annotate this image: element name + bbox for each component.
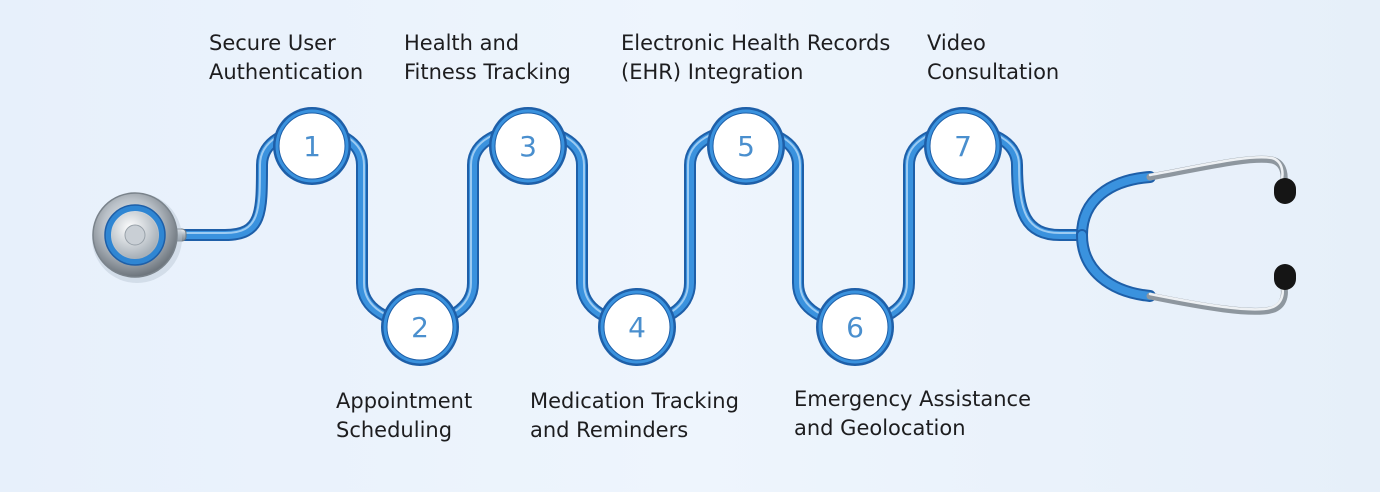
label-step-5: Electronic Health Records (EHR) Integrat… [621,29,890,87]
label-step-4: Medication Tracking and Reminders [530,387,739,445]
binaural-lower-shine [1148,282,1284,311]
label-step-7-line2: Consultation [927,60,1060,84]
label-step-5-line1: Electronic Health Records [621,31,891,55]
step-marker-1: 1 [273,107,351,185]
label-step-7: Video Consultation [927,29,1059,87]
step-number-2: 2 [411,311,429,344]
step-marker-face [494,112,562,180]
step-marker-face [929,112,997,180]
ear-tube-lower-body [1078,231,1154,300]
step-marker-4: 4 [598,288,676,366]
label-step-3-line2: Fitness Tracking [404,60,571,84]
stethoscope-chestpiece-icon [92,192,187,283]
ear-tube-upper-body [1078,173,1154,239]
step-marker-7: 7 [924,107,1002,185]
binaural-upper-shine [1148,155,1284,185]
step-number-7: 7 [954,130,972,163]
step-marker-face [603,293,671,361]
label-step-6-line1: Emergency Assistance [794,387,1032,411]
label-step-4-line2: and Reminders [530,418,689,442]
chestpiece-center [124,224,146,246]
step-marker-face [821,293,889,361]
chestpiece-ring-dark [104,204,166,266]
step-markers: 1 2 3 4 5 6 7 [273,107,1002,366]
label-step-4-line1: Medication Tracking [530,389,739,413]
label-step-2: Appointment Scheduling [336,387,472,445]
step-marker-5: 5 [707,107,785,185]
step-marker-face [278,112,346,180]
step-number-5: 5 [737,130,755,163]
label-step-1: Secure User Authentication [209,29,363,87]
step-marker-face [712,112,780,180]
label-step-3-line1: Health and [404,31,520,55]
label-step-5-line2: (EHR) Integration [621,60,804,84]
binaural-lower [1146,278,1288,315]
stethoscope-earpiece-icon [1076,155,1296,315]
step-marker-2: 2 [381,288,459,366]
label-step-1-line2: Authentication [209,60,364,84]
step-number-6: 6 [846,311,864,344]
step-number-4: 4 [628,311,646,344]
step-number-1: 1 [303,130,321,163]
label-step-2-line2: Scheduling [336,418,453,442]
ear-tip-lower [1274,264,1296,290]
label-step-7-line1: Video [927,31,986,55]
step-marker-3: 3 [489,107,567,185]
ear-tip-upper [1274,178,1296,204]
label-step-3: Health and Fitness Tracking [404,29,571,87]
label-step-6: Emergency Assistance and Geolocation [794,385,1031,443]
label-step-6-line2: and Geolocation [794,416,966,440]
step-marker-face [386,293,454,361]
label-step-2-line1: Appointment [336,389,473,413]
label-step-1-line1: Secure User [209,31,336,55]
binaural-upper [1146,155,1288,191]
step-number-3: 3 [519,130,537,163]
chestpiece-ring [105,205,165,265]
step-marker-6: 6 [816,288,894,366]
